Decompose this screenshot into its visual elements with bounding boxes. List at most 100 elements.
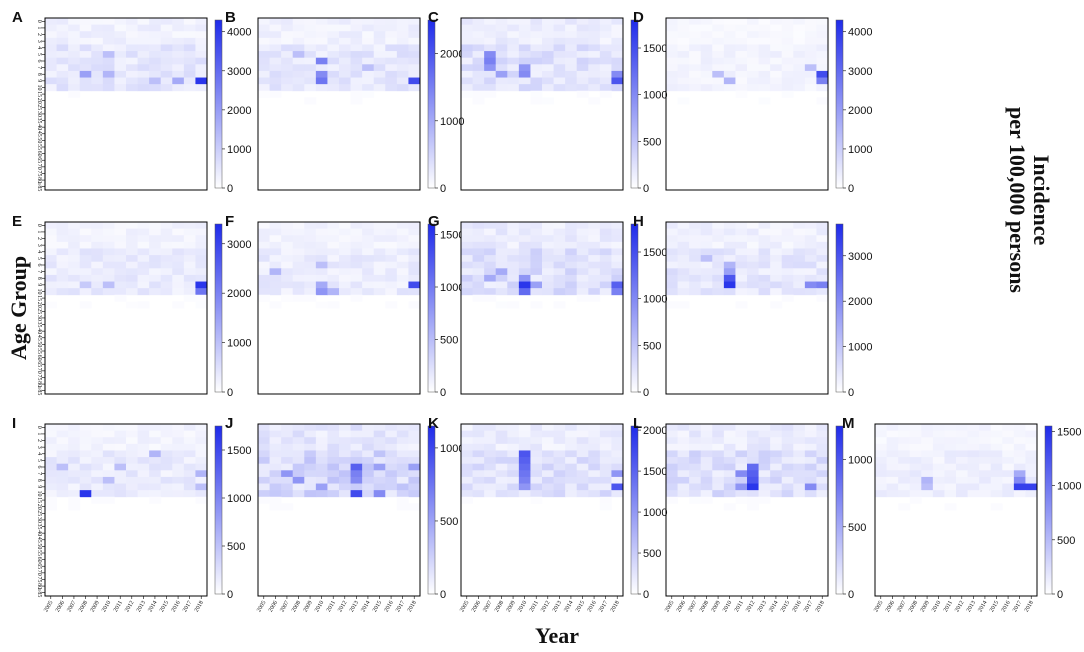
age-tick-label: 20 xyxy=(36,98,42,104)
heatmap-cell xyxy=(518,261,531,269)
heatmap-cell xyxy=(565,51,578,59)
heatmap-cell xyxy=(281,261,294,269)
heatmap-cell xyxy=(350,44,363,52)
heatmap-cell xyxy=(396,476,409,484)
heatmap-cell xyxy=(385,248,398,256)
heatmap-cell xyxy=(781,437,794,445)
heatmap-cell xyxy=(944,490,957,498)
heatmap-cell xyxy=(816,31,829,39)
heatmap-cell xyxy=(932,424,945,432)
heatmap-cell xyxy=(269,476,282,484)
heatmap-cell xyxy=(183,84,196,92)
heatmap-cell xyxy=(281,476,294,484)
heatmap-cell xyxy=(576,288,589,296)
heatmap-cell xyxy=(472,31,485,39)
heatmap-cell xyxy=(507,450,520,458)
heatmap-cell xyxy=(91,70,104,78)
heatmap-cell xyxy=(258,64,270,72)
heatmap-cell xyxy=(183,18,196,26)
heatmap-cell xyxy=(362,77,375,85)
heatmap-cell xyxy=(472,70,485,78)
heatmap-cell xyxy=(770,228,783,236)
heatmap-cell xyxy=(804,222,817,230)
heatmap-cell xyxy=(747,490,759,498)
heatmap-cell xyxy=(292,424,305,432)
heatmap-cell xyxy=(747,57,759,65)
heatmap-cell xyxy=(195,18,208,26)
heatmap-cell xyxy=(875,463,887,471)
heatmap-cell xyxy=(758,51,771,59)
heatmap-cell xyxy=(126,274,138,282)
heatmap-cell xyxy=(666,470,678,478)
heatmap-cell xyxy=(723,57,736,65)
heatmap-cell xyxy=(91,248,104,256)
heatmap-cell xyxy=(677,70,690,78)
heatmap-cell xyxy=(327,476,340,484)
heatmap-cell xyxy=(195,248,208,256)
heatmap-cell xyxy=(781,424,794,432)
heatmap-cell xyxy=(114,288,127,296)
heatmap-cell xyxy=(396,430,409,438)
heatmap-cell xyxy=(518,443,531,451)
heatmap-cell xyxy=(269,90,282,98)
heatmap-cell xyxy=(304,235,317,243)
heatmap-cell xyxy=(921,424,934,432)
heatmap-cell xyxy=(373,424,386,432)
heatmap-cell xyxy=(484,84,497,92)
heatmap-cell xyxy=(327,24,340,32)
heatmap-cell xyxy=(195,261,208,269)
heatmap-cell xyxy=(723,235,736,243)
heatmap-cell xyxy=(932,457,945,465)
heatmap-cell xyxy=(114,84,127,92)
y-axis-title: Age Group xyxy=(6,256,31,360)
heatmap-cell xyxy=(461,490,473,498)
heatmap-cell xyxy=(461,424,473,432)
heatmap-cell xyxy=(530,70,543,78)
heatmap-cell xyxy=(565,281,578,289)
heatmap-cell xyxy=(599,424,612,432)
heatmap-cell xyxy=(599,274,612,282)
heatmap-cell xyxy=(576,37,589,45)
heatmap-cell xyxy=(576,18,589,26)
heatmap-cell xyxy=(700,64,713,72)
heatmap-cell xyxy=(183,24,196,32)
heatmap-cell xyxy=(712,457,725,465)
heatmap-cell xyxy=(484,44,497,52)
heatmap-cell xyxy=(68,424,81,432)
heatmap-cell xyxy=(472,84,485,92)
age-tick-label: 2 xyxy=(36,33,42,36)
heatmap-cell xyxy=(553,44,566,52)
heatmap-cell xyxy=(700,51,713,59)
heatmap-cell xyxy=(518,483,531,491)
heatmap-cell xyxy=(461,274,473,282)
heatmap-cell xyxy=(666,288,678,296)
heatmap-cell xyxy=(770,18,783,26)
heatmap-cell xyxy=(956,476,968,484)
colorbar xyxy=(835,19,844,189)
heatmap-cell xyxy=(91,490,104,498)
heatmap-cell xyxy=(461,496,473,504)
heatmap-cell xyxy=(666,424,678,432)
heatmap-cell xyxy=(553,450,566,458)
heatmap-cell xyxy=(292,37,305,45)
heatmap-cell xyxy=(327,222,340,230)
heatmap-cell xyxy=(747,228,759,236)
heatmap-cell xyxy=(68,274,81,282)
heatmap-cell xyxy=(804,24,817,32)
heatmap-cell xyxy=(793,18,806,26)
heatmap-cell xyxy=(315,463,328,471)
colorbar-tick-label: 500 xyxy=(848,522,866,534)
heatmap-cell xyxy=(68,70,81,78)
heatmap-cell xyxy=(530,268,543,276)
heatmap-cell xyxy=(804,288,817,296)
heatmap-cell xyxy=(327,70,340,78)
heatmap-cell xyxy=(350,476,363,484)
heatmap-cell xyxy=(700,490,713,498)
heatmap-cell xyxy=(723,503,736,511)
heatmap-cell xyxy=(396,443,409,451)
heatmap-cells xyxy=(461,424,624,511)
heatmap-cell xyxy=(68,288,81,296)
heatmap-cell xyxy=(747,77,759,85)
heatmap-cell xyxy=(327,443,340,451)
